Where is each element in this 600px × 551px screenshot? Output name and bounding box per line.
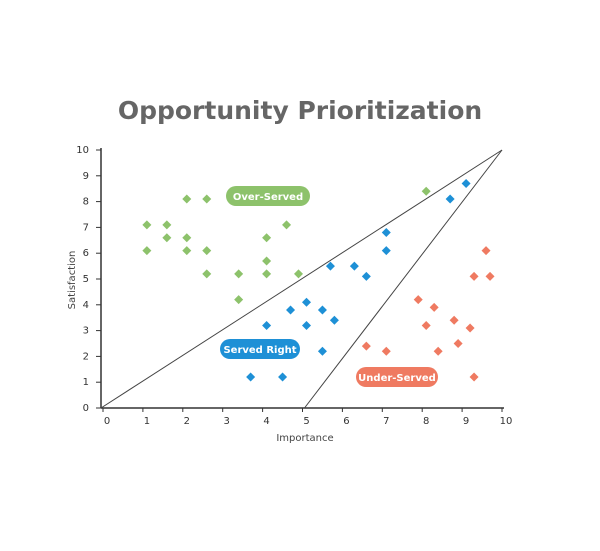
- x-tick-label: 5: [303, 416, 309, 427]
- data-point: [142, 220, 152, 230]
- x-tick-label: 9: [463, 416, 469, 427]
- data-point: [282, 220, 292, 230]
- x-tick-label: 10: [500, 416, 513, 427]
- data-point: [381, 346, 391, 356]
- data-point: [234, 295, 244, 305]
- data-point: [142, 246, 152, 256]
- y-tick-label: 8: [83, 197, 89, 208]
- x-tick-label: 4: [263, 416, 269, 427]
- y-tick-label: 4: [83, 300, 89, 311]
- data-point: [182, 194, 192, 204]
- data-point: [162, 220, 172, 230]
- x-tick-label: 6: [343, 416, 349, 427]
- data-point: [262, 256, 272, 266]
- y-tick-label: 0: [83, 403, 89, 414]
- data-point: [202, 194, 212, 204]
- data-point: [461, 179, 471, 189]
- label-pill: [226, 186, 310, 206]
- data-point: [301, 297, 311, 307]
- region-label: Over-Served: [226, 186, 310, 206]
- x-axis-title: Importance: [276, 433, 333, 444]
- label-text: Served Right: [223, 345, 296, 356]
- data-point: [329, 315, 339, 325]
- label-pill: [356, 367, 438, 387]
- data-point: [325, 261, 335, 271]
- boundary-line: [304, 149, 503, 409]
- data-point: [421, 186, 431, 196]
- boundary-line: [100, 149, 503, 409]
- x-tick-label: 7: [383, 416, 389, 427]
- data-point: [162, 233, 172, 243]
- x-tick-label: 2: [184, 416, 190, 427]
- data-point: [262, 320, 272, 330]
- data-point: [294, 269, 304, 279]
- data-point: [317, 346, 327, 356]
- label-text: Over-Served: [233, 192, 303, 203]
- data-point: [182, 246, 192, 256]
- data-point: [202, 246, 212, 256]
- data-point: [202, 269, 212, 279]
- data-point: [433, 346, 443, 356]
- y-tick-label: 1: [83, 377, 89, 388]
- label-pill: [220, 339, 300, 359]
- chart-title: Opportunity Prioritization: [118, 96, 482, 125]
- data-point: [278, 372, 288, 382]
- data-point: [286, 305, 296, 315]
- data-point: [361, 271, 371, 281]
- data-point: [469, 271, 479, 281]
- y-tick-label: 10: [76, 145, 89, 156]
- data-point: [469, 372, 479, 382]
- data-point: [262, 269, 272, 279]
- x-tick-label: 8: [423, 416, 429, 427]
- x-tick-label: 1: [144, 416, 150, 427]
- y-axis-title: Satisfaction: [67, 251, 78, 310]
- y-tick-label: 3: [83, 326, 89, 337]
- data-point: [262, 233, 272, 243]
- y-tick-label: 7: [83, 222, 89, 233]
- data-point: [413, 295, 423, 305]
- data-point: [361, 341, 371, 351]
- data-point: [481, 246, 491, 256]
- data-point: [234, 269, 244, 279]
- data-point: [381, 246, 391, 256]
- region-label: Under-Served: [356, 367, 438, 387]
- data-point: [453, 339, 463, 348]
- data-point: [301, 320, 311, 330]
- y-tick-label: 5: [83, 274, 89, 285]
- data-point: [429, 302, 439, 312]
- data-point: [349, 261, 359, 271]
- y-tick-label: 6: [83, 248, 89, 259]
- data-point: [485, 271, 495, 281]
- data-point: [381, 228, 391, 238]
- label-text: Under-Served: [358, 373, 436, 384]
- data-point: [317, 305, 327, 315]
- data-point: [449, 315, 459, 325]
- x-tick-label: 3: [224, 416, 230, 427]
- data-point: [445, 194, 455, 204]
- x-tick-label: 0: [104, 416, 110, 427]
- y-tick-label: 9: [83, 171, 89, 182]
- data-point: [182, 233, 192, 243]
- data-point: [465, 323, 475, 333]
- y-tick-label: 2: [83, 351, 89, 362]
- data-point: [421, 320, 431, 330]
- region-label: Served Right: [220, 339, 300, 359]
- data-point: [246, 372, 256, 382]
